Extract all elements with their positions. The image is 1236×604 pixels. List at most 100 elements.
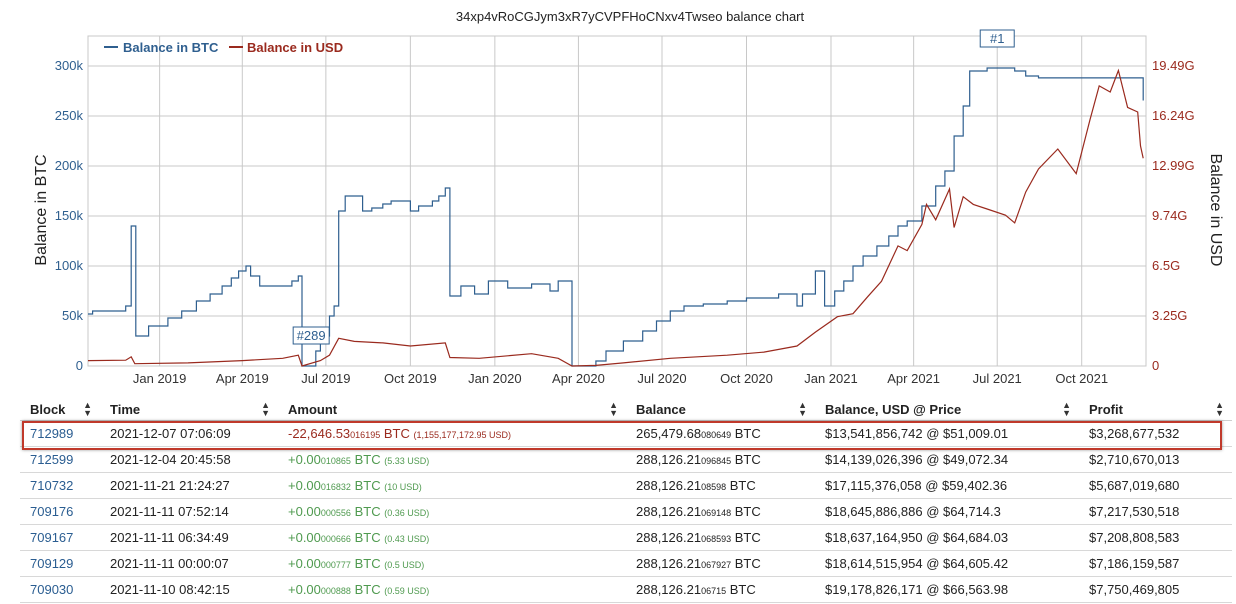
legend-usd-label: Balance in USD [247, 40, 343, 55]
column-header-label: Block [30, 401, 66, 417]
profit-cell: $7,186,159,587 [1079, 550, 1232, 577]
balance-unit: BTC [734, 426, 761, 441]
amount-small: 000777 [320, 560, 351, 570]
amount-usd: (0.59 USD) [384, 586, 430, 596]
column-header-label: Time [110, 401, 141, 417]
block-link[interactable]: 709129 [30, 556, 74, 571]
y-right-tick-label: 0 [1152, 358, 1159, 373]
x-tick-label: Jul 2021 [973, 371, 1022, 386]
annotation-flag-label: #1 [990, 31, 1004, 46]
column-header-time[interactable]: Time ▲ ▼ [100, 398, 278, 421]
amount-small: 016832 [320, 482, 351, 492]
balance-unit: BTC [729, 478, 756, 493]
amount-cell: +0.00000666 BTC (0.43 USD) [278, 524, 626, 551]
balance-usd-cell: $19,178,826,171 @ $66,563.98 [815, 576, 1079, 603]
annotation-flag-label: #289 [297, 328, 326, 343]
x-tick-label: Apr 2020 [552, 371, 605, 386]
block-link[interactable]: 712599 [30, 452, 74, 467]
amount-cell: +0.00000556 BTC (0.36 USD) [278, 498, 626, 525]
x-tick-label: Apr 2019 [216, 371, 269, 386]
block-link[interactable]: 709030 [30, 582, 74, 597]
chart-legend: Balance in BTC Balance in USD [104, 40, 343, 55]
series-btc-line [88, 67, 1144, 367]
amount-usd: (0.5 USD) [384, 560, 425, 570]
amount-cell: -22,646.53016195 BTC (1,155,177,172.95 U… [278, 420, 626, 447]
balance-main: 288,126.21 [636, 530, 702, 545]
amount-unit: BTC [354, 530, 381, 545]
x-tick-label: Oct 2020 [720, 371, 773, 386]
balance-main: 288,126.21 [636, 582, 702, 597]
block-link[interactable]: 709176 [30, 504, 74, 519]
column-header-balance[interactable]: Balance ▲ ▼ [626, 398, 815, 421]
sort-icon: ▲ ▼ [83, 400, 92, 418]
amount-main: +0.00 [288, 582, 321, 597]
series-usd-line [87, 68, 1144, 367]
balance-cell: 288,126.2106715 BTC [626, 576, 815, 603]
balance-chart: Jan 2019 Apr 2019 Jul 2019 Oct 2019 Jan 2020… [33, 9, 1224, 386]
chart-title: 34xp4vRoCGJym3xR7yCVPFHoCNxv4Twseo balan… [456, 9, 805, 24]
table-row: 712989 2021-12-07 07:06:09 -22,646.5301619… [20, 420, 1232, 447]
column-header-balance-usd[interactable]: Balance, USD @ Price ▲ ▼ [815, 398, 1079, 421]
chart-axes: Jan 2019 Apr 2019 Jul 2019 Oct 2019 Jan 2020… [55, 58, 1195, 386]
amount-usd: (1,155,177,172.95 USD) [413, 430, 512, 440]
balance-small: 067927 [701, 560, 732, 570]
y-right-tick-label: 6.5G [1152, 258, 1180, 273]
balance-main: 265,479.68 [636, 426, 702, 441]
balance-cell: 265,479.68080649 BTC [626, 420, 815, 447]
table-row: 709176 2021-11-11 07:52:14 +0.00000556 BTC… [20, 498, 1232, 525]
balance-usd-cell: $14,139,026,396 @ $49,072.34 [815, 446, 1079, 473]
amount-cell: +0.00010865 BTC (5.33 USD) [278, 446, 626, 473]
x-tick-label: Jan 2019 [133, 371, 187, 386]
column-header-block[interactable]: Block ▲ ▼ [20, 398, 100, 421]
table-row: 709030 2021-11-10 08:42:15 +0.00000888 BTC… [20, 576, 1232, 603]
column-header-label: Balance, USD @ Price [825, 401, 962, 417]
y-left-tick-label: 0 [76, 358, 83, 373]
amount-unit: BTC [354, 452, 381, 467]
block-link[interactable]: 709167 [30, 530, 74, 545]
amount-cell: +0.00000777 BTC (0.5 USD) [278, 550, 626, 577]
balance-main: 288,126.21 [636, 504, 702, 519]
column-header-profit[interactable]: Profit ▲ ▼ [1079, 398, 1232, 421]
balance-usd-cell: $13,541,856,742 @ $51,009.01 [815, 420, 1079, 447]
amount-small: 000556 [320, 508, 351, 518]
amount-unit: BTC [354, 504, 381, 519]
block-link[interactable]: 712989 [30, 426, 74, 441]
amount-usd: (0.43 USD) [384, 534, 430, 544]
balance-cell: 288,126.21068593 BTC [626, 524, 815, 551]
amount-main: +0.00 [288, 478, 321, 493]
table-row: 712599 2021-12-04 20:45:58 +0.00010865 BTC… [20, 446, 1232, 473]
balance-small: 080649 [701, 430, 732, 440]
block-link[interactable]: 710732 [30, 478, 74, 493]
chart-series [87, 67, 1144, 367]
time-cell: 2021-12-04 20:45:58 [100, 446, 278, 473]
balance-small: 068593 [701, 534, 732, 544]
amount-main: +0.00 [288, 556, 321, 571]
balance-small: 08598 [701, 482, 727, 492]
balance-usd-cell: $18,645,886,886 @ $64,714.3 [815, 498, 1079, 525]
y-axis-right-label: Balance in USD [1207, 154, 1224, 267]
x-tick-label: Jul 2019 [301, 371, 350, 386]
legend-btc-label: Balance in BTC [123, 40, 219, 55]
amount-unit: BTC [354, 582, 381, 597]
balance-usd-cell: $18,614,515,954 @ $64,605.42 [815, 550, 1079, 577]
time-cell: 2021-12-07 07:06:09 [100, 420, 278, 447]
y-axis-left-label: Balance in BTC [33, 154, 50, 265]
balance-cell: 288,126.21069148 BTC [626, 498, 815, 525]
y-right-tick-label: 16.24G [1152, 108, 1195, 123]
column-header-amount[interactable]: Amount ▲ ▼ [278, 398, 626, 421]
balance-chart-svg: Jan 2019 Apr 2019 Jul 2019 Oct 2019 Jan 2020… [33, 9, 1224, 386]
amount-usd: (10 USD) [384, 482, 422, 492]
amount-small: 000888 [320, 586, 351, 596]
x-tick-label: Jan 2021 [804, 371, 858, 386]
balance-unit: BTC [734, 504, 761, 519]
amount-main: -22,646.53 [288, 426, 351, 441]
annotation-flag-box [292, 326, 330, 345]
balance-unit: BTC [734, 452, 761, 467]
sort-icon: ▲ ▼ [1215, 400, 1224, 418]
x-tick-label: Jul 2020 [637, 371, 686, 386]
y-left-tick-label: 100k [55, 258, 84, 273]
sort-icon: ▲ ▼ [609, 400, 618, 418]
amount-cell: +0.00000888 BTC (0.59 USD) [278, 576, 626, 603]
amount-small: 010865 [320, 456, 351, 466]
sort-icon: ▲ ▼ [1062, 400, 1071, 418]
